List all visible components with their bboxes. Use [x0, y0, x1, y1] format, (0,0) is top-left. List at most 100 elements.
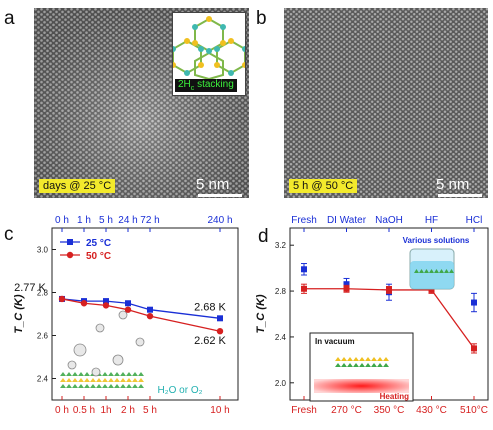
lattice-pattern-b	[284, 8, 488, 198]
crystal-layer-mark	[96, 384, 102, 388]
x-top-tick-label-d: DI Water	[327, 215, 367, 226]
flake-mark	[365, 357, 371, 361]
data-point-50c	[124, 306, 132, 313]
solutions-label: Various solutions	[403, 236, 470, 245]
crystal-layer-mark	[60, 372, 66, 376]
condition-caption-a: days @ 25 °C	[39, 179, 116, 193]
flake-mark	[424, 269, 429, 273]
y-tick-label-c: 2.6	[37, 332, 49, 341]
legend-label: 50 °C	[86, 251, 111, 262]
data-point-50c	[80, 300, 88, 307]
data-point-25c	[217, 315, 223, 322]
crystal-layer-mark	[66, 372, 72, 376]
chart-d: 2.0 2.4 2.8 3.2 T_C (K) Fresh DI Water NaOH HF HC…	[255, 215, 489, 416]
x-bottom-tick-label-c: 0.5 h	[73, 405, 95, 416]
crystal-layer-mark	[126, 372, 132, 376]
data-point-25c	[103, 298, 109, 305]
x-bottom-tick-label-c: 1h	[100, 405, 111, 416]
annotation-h2o-o2: H₂O or O₂	[158, 385, 203, 396]
flake-mark	[341, 357, 347, 361]
x-bottom-tick-label-d: 350 °C	[374, 405, 405, 416]
x-bottom-tick-label-c: 2 h	[121, 405, 135, 416]
legend-label: 25 °C	[86, 238, 111, 249]
crystal-layer-mark	[60, 384, 66, 388]
data-point-50c	[102, 302, 110, 309]
crystal-layer-mark	[120, 384, 126, 388]
flake-mark	[419, 269, 424, 273]
crystal-layer-mark	[108, 378, 114, 382]
plot-frame-c	[51, 227, 239, 401]
data-point-solution	[301, 266, 307, 273]
data-point-solution	[343, 281, 350, 288]
flake-mark	[434, 269, 439, 273]
crystal-layer-mark	[102, 378, 108, 382]
crystal-layer-mark	[90, 384, 96, 388]
crystal-layer-mark	[138, 384, 144, 388]
condition-caption-b: 5 h @ 50 °C	[289, 179, 358, 193]
flake-mark	[347, 357, 353, 361]
data-point-vacuum	[343, 285, 350, 292]
panel-letter-b: b	[256, 8, 267, 29]
data-point-vacuum	[471, 345, 477, 352]
crystal-layer-mark	[90, 378, 96, 382]
x-top-tick-label-d: HCl	[466, 215, 483, 226]
point-value-label: 2.68 K	[194, 301, 226, 313]
scale-label-a: 5 nm	[196, 176, 230, 193]
crystal-layer-mark	[132, 384, 138, 388]
x-top-tick-label-c: 5 h	[99, 215, 113, 226]
crystal-layer-mark	[132, 378, 138, 382]
beaker-liquid	[410, 261, 454, 289]
molecule-bubble	[73, 343, 87, 357]
heating-plate	[314, 379, 409, 393]
flake-mark	[371, 357, 377, 361]
flake-mark	[353, 357, 359, 361]
chart-c: 2.4 2.6 2.8 3.0 T_C (K) 0 h 1 h 5 h 24 h 72 h 240 …	[13, 215, 239, 416]
crystal-layer-mark	[102, 384, 108, 388]
crystal-layer-mark	[66, 378, 72, 382]
flake-mark	[444, 269, 449, 273]
crystal-layer-mark	[60, 378, 66, 382]
x-top-tick-label-c: 0 h	[55, 215, 69, 226]
x-top-tick-label-d: NaOH	[375, 215, 403, 226]
x-top-tick-label-c: 72 h	[140, 215, 159, 226]
molecule-bubble	[112, 354, 124, 366]
point-value-label: 2.62 K	[194, 335, 226, 347]
heating-label: Heating	[380, 392, 409, 401]
flake-mark	[383, 357, 389, 361]
panel-letter-a: a	[4, 8, 15, 29]
flake-mark	[347, 363, 353, 367]
x-top-tick-label-c: 1 h	[77, 215, 91, 226]
x-bottom-tick-label-c: 10 h	[210, 405, 229, 416]
flake-mark	[414, 269, 419, 273]
data-point-50c	[146, 312, 154, 320]
honeycomb-structure-icon	[170, 16, 248, 81]
data-point-50c	[58, 295, 66, 303]
data-point-25c	[125, 300, 131, 307]
flake-mark	[353, 363, 359, 367]
molecule-bubble	[95, 323, 105, 333]
flake-mark	[335, 357, 341, 361]
data-point-vacuum	[301, 285, 307, 292]
x-bottom-tick-label-d: 510°C	[460, 405, 488, 416]
x-bottom-tick-label-d: Fresh	[291, 405, 317, 416]
stem-image-a: 2Hc stacking days @ 25 °C 5 nm	[34, 8, 249, 198]
crystal-layer-mark	[114, 384, 120, 388]
y-tick-label-d: 2.0	[275, 379, 287, 388]
stem-image-b: 5 h @ 50 °C 5 nm	[284, 8, 488, 198]
crystal-layer-mark	[132, 372, 138, 376]
crystal-layer-mark	[72, 378, 78, 382]
x-top-tick-label-d: Fresh	[291, 215, 317, 226]
beaker-icon	[409, 248, 455, 290]
crystal-layer-mark	[126, 378, 132, 382]
panel-letter-d: d	[258, 226, 269, 247]
y-tick-label-c: 2.8	[37, 289, 49, 298]
molecule-bubble	[67, 360, 77, 370]
degradation-illustration	[60, 310, 145, 388]
crystal-layer-mark	[108, 384, 114, 388]
flake-mark	[341, 363, 347, 367]
crystal-layer-mark	[120, 378, 126, 382]
crystal-layer-mark	[72, 384, 78, 388]
y-axis-label-d: T_C (K)	[255, 294, 267, 333]
crystal-layer-mark	[138, 372, 144, 376]
crystal-layer-mark	[78, 384, 84, 388]
